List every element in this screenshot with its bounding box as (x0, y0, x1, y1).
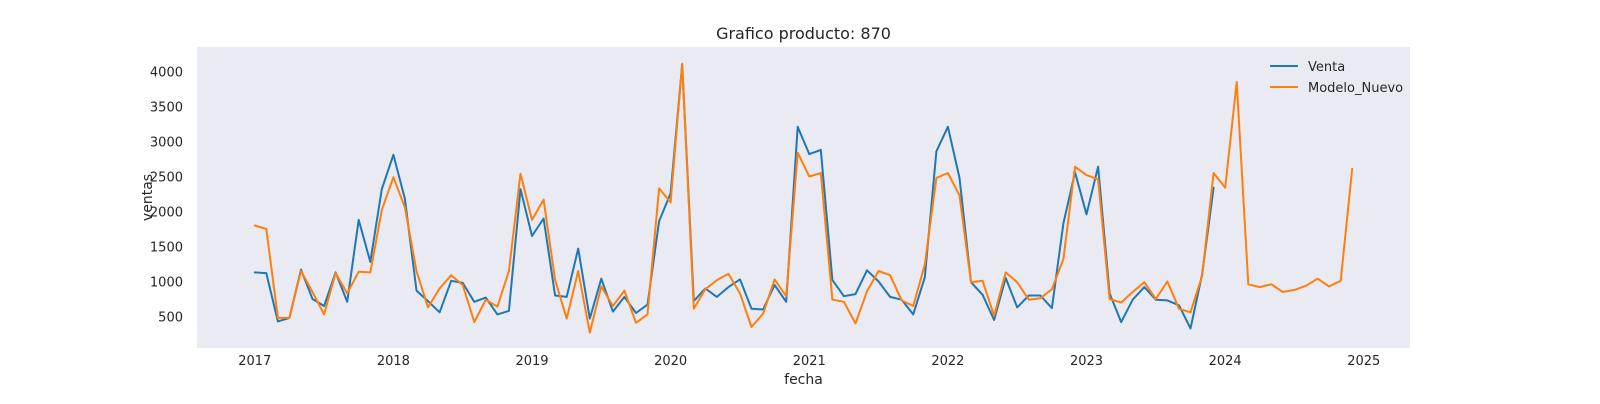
plot-area (197, 47, 1410, 348)
y-tick-label: 3000 (150, 136, 183, 151)
y-axis: 500 1000 1500 2000 2500 3000 3500 4000 (150, 66, 183, 326)
x-tick-label: 2022 (931, 354, 964, 369)
series-line-modelo-nuevo (253, 62, 1354, 334)
x-tick-label: 2018 (377, 354, 410, 369)
x-tick-label: 2019 (515, 354, 548, 369)
y-tick-label: 3500 (150, 101, 183, 116)
y-tick-label: 1000 (150, 276, 183, 291)
x-tick-label: 2020 (654, 354, 687, 369)
legend-label: Modelo_Nuevo (1308, 81, 1403, 96)
x-tick-label: 2024 (1209, 354, 1242, 369)
y-tick-label: 4000 (150, 66, 183, 81)
x-tick-label: 2025 (1347, 354, 1380, 369)
chart-title: Grafico producto: 870 (716, 24, 891, 43)
y-tick-label: 2000 (150, 206, 183, 221)
x-axis-label: fecha (784, 372, 823, 388)
x-tick-label: 2017 (238, 354, 271, 369)
y-tick-label: 2500 (150, 171, 183, 186)
legend-label: Venta (1308, 60, 1345, 75)
x-tick-label: 2023 (1070, 354, 1103, 369)
series-lines (253, 62, 1354, 334)
x-tick-label: 2021 (793, 354, 826, 369)
y-tick-label: 500 (158, 311, 183, 326)
y-tick-label: 1500 (150, 241, 183, 256)
x-axis: 2017 2018 2019 2020 2021 2022 2023 2024 2025 (238, 354, 1380, 369)
y-axis-label: ventas (140, 174, 156, 221)
legend: Venta Modelo_Nuevo (1270, 60, 1403, 96)
